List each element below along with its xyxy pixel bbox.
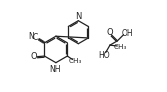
Text: N: N [28,32,34,41]
Text: O: O [107,28,114,37]
Text: OH: OH [121,29,133,38]
Text: NH: NH [50,64,61,74]
Text: C: C [32,33,38,42]
Text: CH₃: CH₃ [69,58,82,64]
Text: N: N [75,12,82,21]
Text: O: O [30,52,37,61]
Text: CH₃: CH₃ [114,44,127,50]
Text: HO: HO [98,51,109,60]
